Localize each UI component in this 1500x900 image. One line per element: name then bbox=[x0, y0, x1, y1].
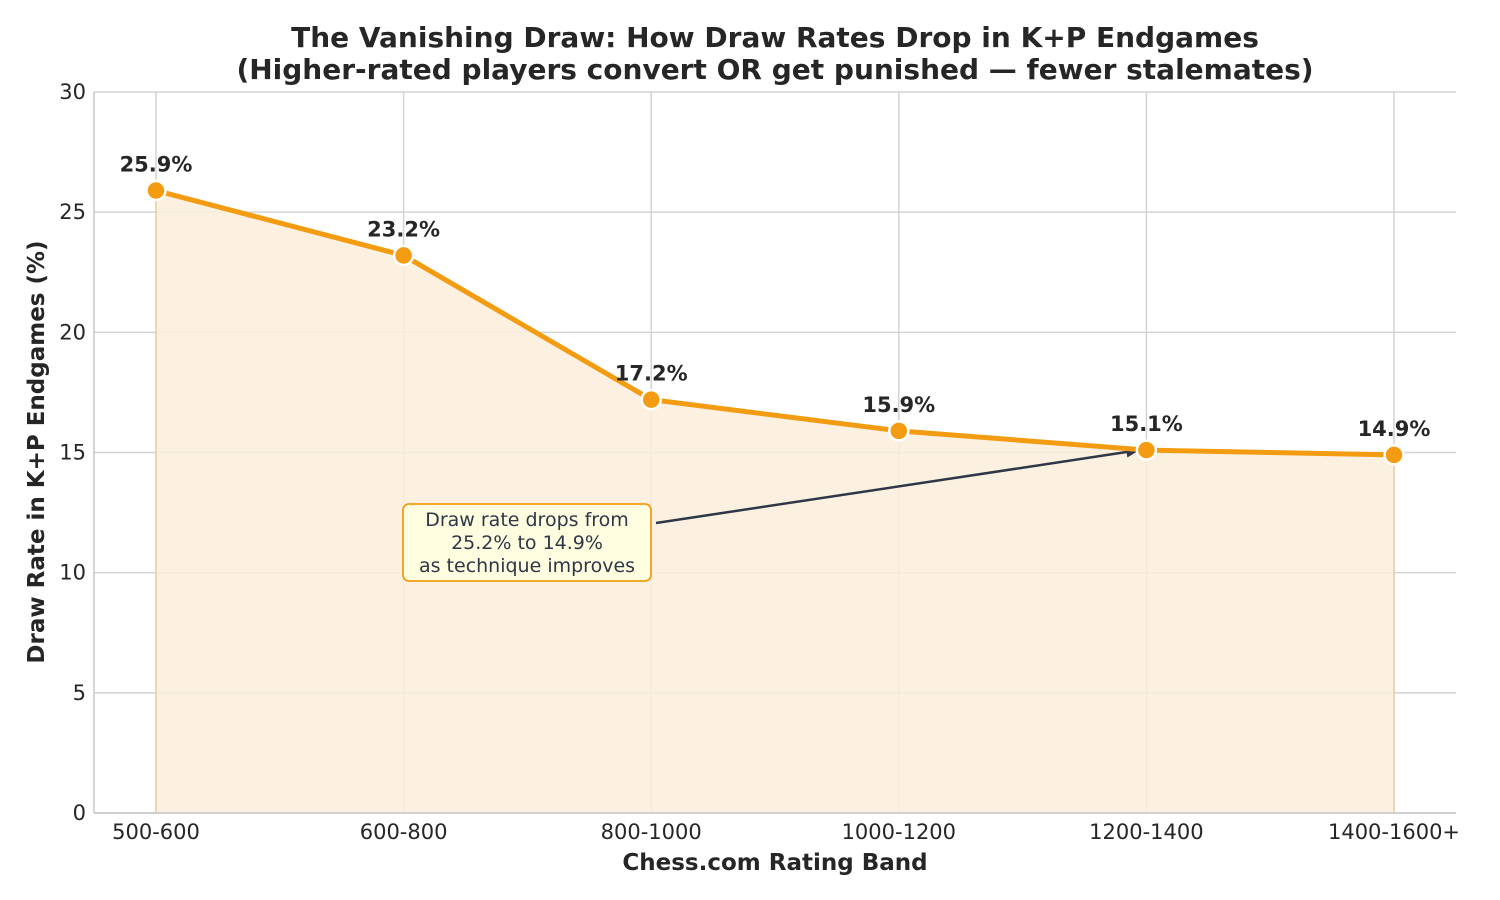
annotation-arrow bbox=[655, 450, 1127, 525]
axes bbox=[93, 92, 1456, 814]
annotation-line-2: 25.2% to 14.9% bbox=[451, 532, 603, 554]
data-label-600-800: 23.2% bbox=[367, 217, 440, 241]
x-tick-label-4: 1200-1400 bbox=[1089, 820, 1203, 844]
data-point-800-1000 bbox=[640, 388, 662, 411]
x-tick-label-0: 500-600 bbox=[112, 820, 200, 844]
data-labels: 25.9% 23.2% 17.2% 15.9% 15.1% 14.9% bbox=[120, 153, 1431, 441]
x-tick-label-1: 600-800 bbox=[360, 820, 448, 844]
line-layer bbox=[153, 188, 1397, 458]
series-line bbox=[153, 188, 1397, 458]
y-tick-label-2: 10 bbox=[59, 561, 86, 585]
data-label-500-600: 25.9% bbox=[120, 153, 193, 177]
y-tick-label-0: 0 bbox=[73, 801, 86, 825]
y-axis-label: Draw Rate in K+P Endgames (%) bbox=[24, 240, 50, 663]
area-fill bbox=[156, 190, 1394, 813]
y-tick-label-3: 15 bbox=[59, 441, 86, 465]
y-tick-label-6: 30 bbox=[59, 80, 86, 104]
chart-subtitle: (Higher-rated players convert OR get pun… bbox=[236, 53, 1313, 86]
chart-title: The Vanishing Draw: How Draw Rates Drop … bbox=[291, 21, 1259, 54]
data-point-1400-1600+ bbox=[1383, 444, 1405, 466]
x-tick-label-2: 800-1000 bbox=[601, 820, 702, 844]
x-axis-label: Chess.com Rating Band bbox=[622, 850, 927, 876]
annotation-box bbox=[402, 503, 652, 582]
data-label-1400-1600+: 14.9% bbox=[1358, 417, 1431, 441]
x-tick-label-5: 1400-1600+ bbox=[1328, 820, 1460, 844]
data-label-800-1000: 17.2% bbox=[615, 362, 688, 386]
x-tick-label-3: 1000-1200 bbox=[842, 820, 956, 844]
data-point-500-600 bbox=[145, 179, 167, 202]
y-tick-label-5: 25 bbox=[59, 200, 86, 224]
annotation-line-1: Draw rate drops from bbox=[425, 509, 629, 531]
data-point-1000-1200 bbox=[888, 420, 910, 442]
area-layer bbox=[155, 190, 1395, 813]
y-tick-label-1: 5 bbox=[73, 681, 86, 705]
annotation-line-3: as technique improves bbox=[419, 555, 635, 577]
data-point-600-800 bbox=[392, 244, 415, 267]
data-label-1000-1200: 15.9% bbox=[862, 393, 935, 417]
tick-labels: 0 5 10 15 20 25 30 500-600 600-800 800-1000 1000-1… bbox=[59, 80, 1460, 844]
data-label-1200-1400: 15.1% bbox=[1110, 412, 1183, 436]
marker-layer bbox=[145, 179, 1405, 466]
y-tick-label-4: 20 bbox=[59, 320, 86, 344]
data-point-1200-1400 bbox=[1135, 439, 1158, 461]
